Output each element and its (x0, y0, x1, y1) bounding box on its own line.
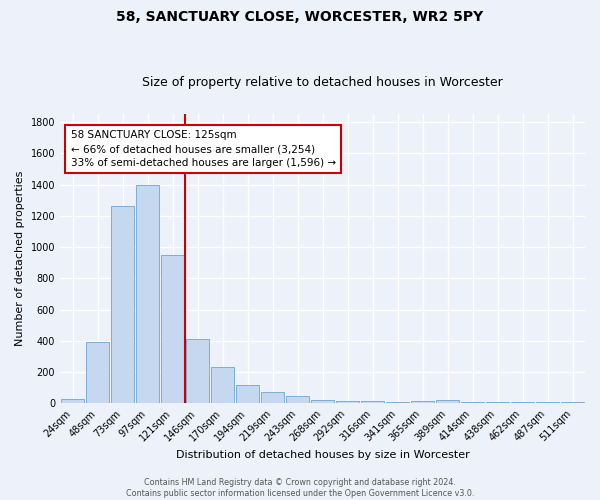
Bar (461, 402, 484, 404)
Bar (386, 402, 409, 404)
Bar (561, 402, 584, 404)
Bar (286, 396, 309, 404)
Bar (211, 366, 234, 404)
Bar (486, 402, 509, 404)
Bar (161, 255, 184, 404)
Title: Size of property relative to detached houses in Worcester: Size of property relative to detached ho… (142, 76, 503, 90)
Bar (61, 398, 84, 404)
Bar (336, 401, 359, 404)
Bar (136, 186, 159, 404)
Bar (186, 339, 209, 404)
Bar (86, 342, 109, 404)
Text: Contains HM Land Registry data © Crown copyright and database right 2024.
Contai: Contains HM Land Registry data © Crown c… (126, 478, 474, 498)
Bar (261, 392, 284, 404)
Bar (536, 402, 559, 404)
Bar (236, 384, 259, 404)
Bar (511, 402, 534, 404)
Bar (411, 401, 434, 404)
Bar (111, 206, 134, 404)
Text: 58 SANCTUARY CLOSE: 125sqm
← 66% of detached houses are smaller (3,254)
33% of s: 58 SANCTUARY CLOSE: 125sqm ← 66% of deta… (71, 130, 335, 168)
Y-axis label: Number of detached properties: Number of detached properties (15, 171, 25, 346)
X-axis label: Distribution of detached houses by size in Worcester: Distribution of detached houses by size … (176, 450, 469, 460)
Bar (361, 401, 384, 404)
Text: 58, SANCTUARY CLOSE, WORCESTER, WR2 5PY: 58, SANCTUARY CLOSE, WORCESTER, WR2 5PY (116, 10, 484, 24)
Bar (311, 400, 334, 404)
Bar (436, 400, 459, 404)
